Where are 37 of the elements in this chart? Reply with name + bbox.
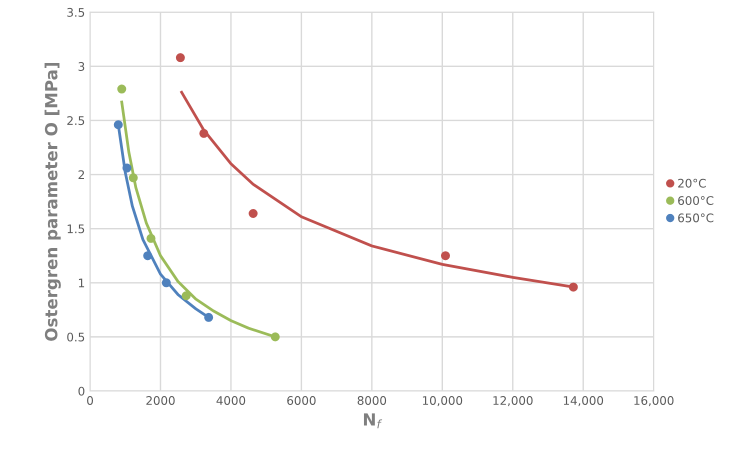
point xyxy=(117,84,126,94)
y-tick-label: 3.5 xyxy=(67,8,84,17)
y-axis-title: Ostergren parameter O [MPa] xyxy=(44,62,61,341)
x-tick-label: 16,000 xyxy=(634,396,674,406)
point xyxy=(440,251,450,260)
point xyxy=(248,208,258,218)
point xyxy=(568,282,578,292)
point xyxy=(122,164,132,173)
x-tick-label: 8000 xyxy=(358,396,386,405)
legend-label: 600°C xyxy=(678,196,714,206)
y-tick-label: 0.5 xyxy=(67,332,84,342)
x-tick-label: 14,000 xyxy=(564,396,604,406)
point xyxy=(114,120,123,130)
y-tick-label: 0 xyxy=(78,386,84,396)
x-tick-label: 10,000 xyxy=(422,396,462,406)
point xyxy=(199,128,208,138)
x-tick-label: 2000 xyxy=(146,396,175,405)
y-tick-label: 2 xyxy=(78,170,84,180)
point xyxy=(176,53,185,62)
y-tick-label: 1 xyxy=(78,278,84,288)
y-tick-label: 1.5 xyxy=(68,224,84,234)
point xyxy=(270,332,280,342)
y-tick-label: 2.5 xyxy=(67,116,84,126)
point xyxy=(204,312,214,322)
point xyxy=(143,251,152,260)
x-tick-label: 0 xyxy=(87,396,94,405)
point xyxy=(182,291,191,300)
x-tick-label: 12,000 xyxy=(493,396,533,406)
point xyxy=(128,173,138,182)
x-axis-title: N$_{f}$ xyxy=(364,413,382,428)
legend-label: 650°C xyxy=(678,213,714,222)
x-tick-label: 6000 xyxy=(287,396,316,405)
legend-label: 20°C xyxy=(678,178,706,188)
point xyxy=(162,278,171,288)
x-tick-label: 4000 xyxy=(216,396,246,405)
y-tick-label: 3 xyxy=(78,62,84,71)
point xyxy=(146,234,156,243)
